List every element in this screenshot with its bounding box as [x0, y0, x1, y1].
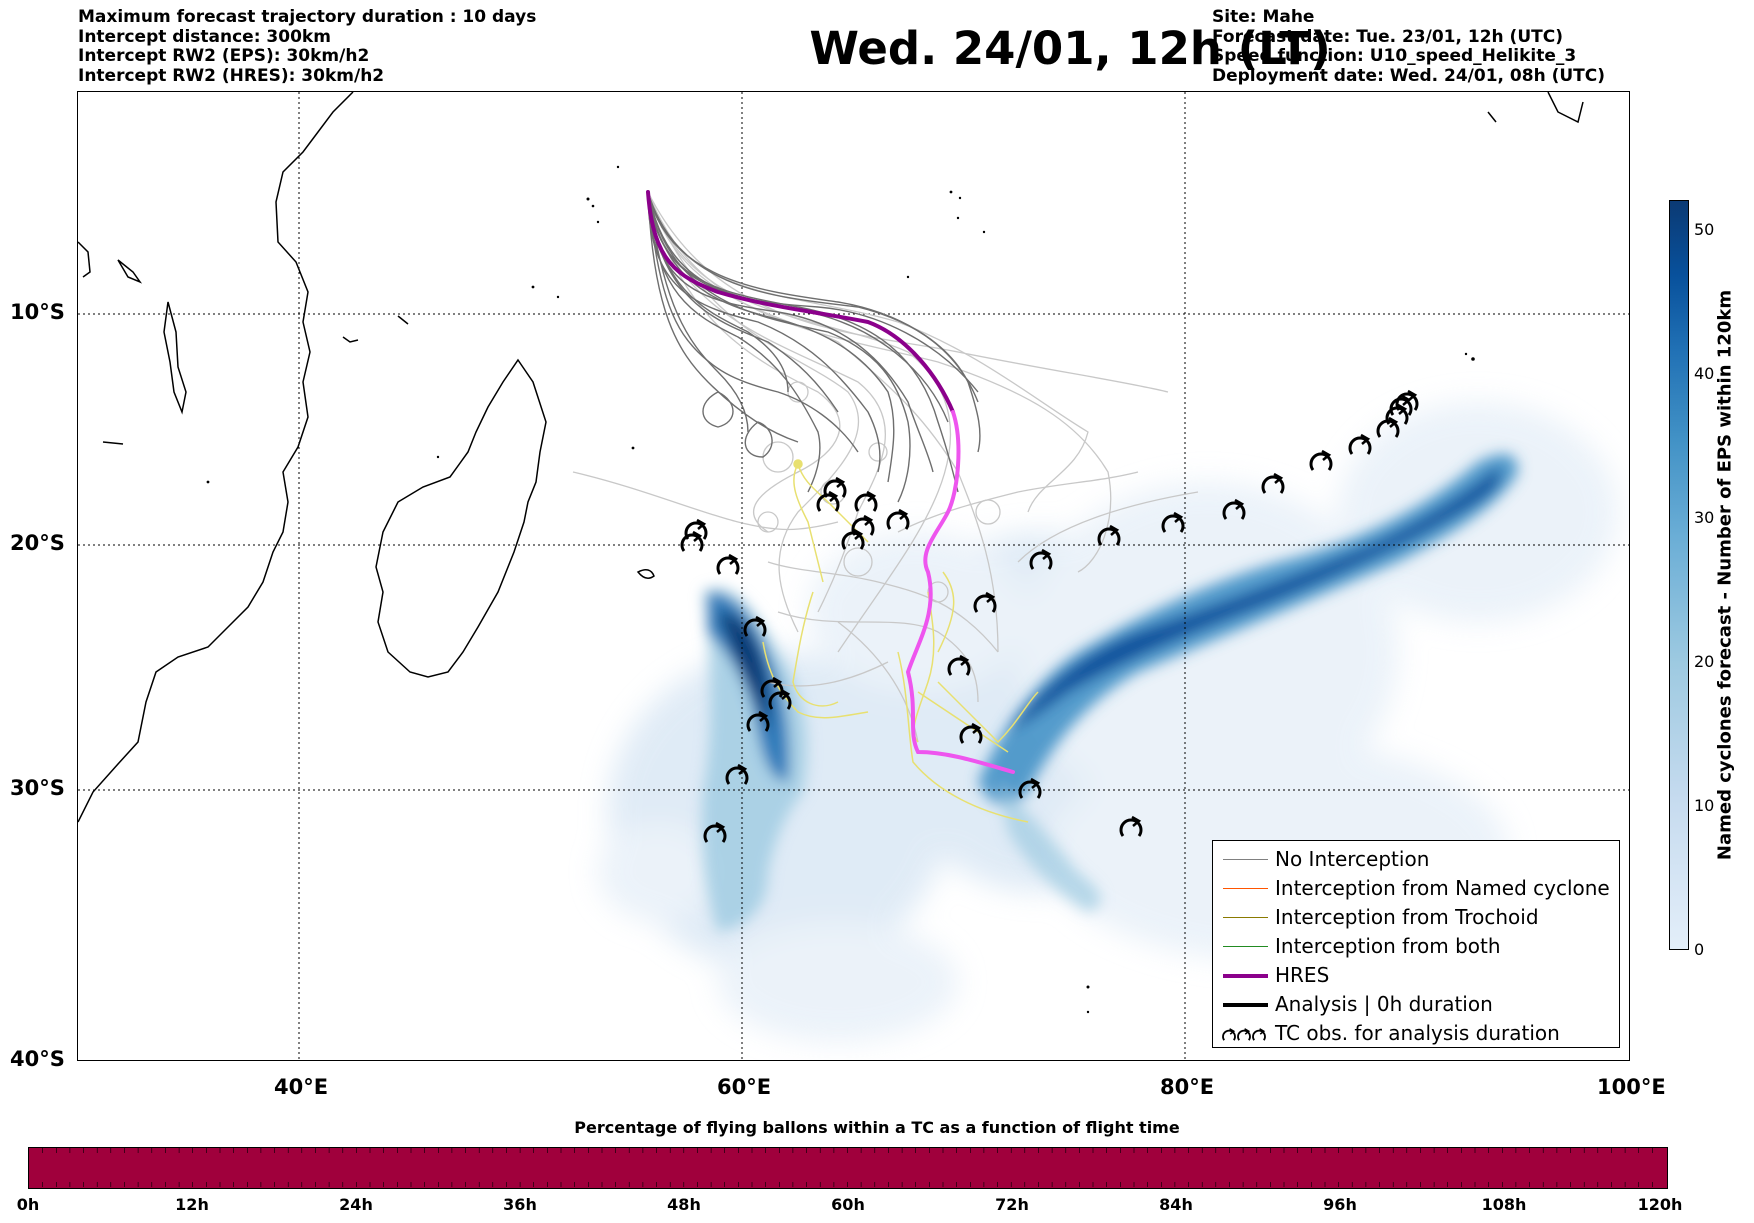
param-intercept-distance: Intercept distance: 300km: [78, 26, 331, 47]
param-deployment-date: Deployment date: Wed. 24/01, 08h (UTC): [1212, 65, 1606, 86]
legend-label: TC obs. for analysis duration: [1275, 1021, 1560, 1045]
hres-trajectory: [646, 190, 1015, 774]
colorbar-tick-20: 20: [1694, 652, 1715, 671]
time-label-12h: 12h: [175, 1195, 209, 1214]
time-label-84h: 84h: [1159, 1195, 1193, 1214]
trajectories-dark: [647, 191, 981, 503]
coastlines: [78, 92, 1584, 823]
param-forecast-date: Forecast date: Tue. 23/01, 12h (UTC): [1212, 26, 1563, 47]
param-intercept-hres: Intercept RW2 (HRES): 30km/h2: [78, 65, 385, 86]
legend-label: HRES: [1275, 963, 1330, 987]
param-duration: Maximum forecast trajectory duration : 1…: [78, 7, 537, 27]
colorbar-tick-0: 0: [1694, 940, 1705, 959]
eps-colorbar: [1669, 200, 1689, 950]
time-label-60h: 60h: [831, 1195, 865, 1214]
lon-label-80e: 80°E: [1160, 1075, 1215, 1099]
time-label-120h: 120h: [1637, 1195, 1683, 1214]
time-label-48h: 48h: [667, 1195, 701, 1214]
tc-obs-icon: [854, 490, 878, 513]
time-label-108h: 108h: [1481, 1195, 1527, 1214]
time-label-72h: 72h: [995, 1195, 1029, 1214]
legend-label: Interception from Trochoid: [1275, 905, 1539, 929]
tc-obs-icon: [1309, 449, 1333, 472]
legend-swatch: [1223, 946, 1268, 947]
graticule: [78, 92, 1629, 1060]
legend-label: No Interception: [1275, 847, 1430, 871]
legend-swatch: [1223, 888, 1268, 889]
colorbar-label: Named cyclones forecast - Number of EPS …: [1714, 289, 1736, 861]
map-title: Wed. 24/01, 12h (LT): [809, 22, 1331, 75]
legend-label: Interception from Named cyclone: [1275, 876, 1610, 900]
legend-label: Analysis | 0h duration: [1275, 992, 1493, 1016]
map-legend: No Interception Interception from Named …: [1212, 840, 1620, 1048]
lat-label-20s: 20°S: [10, 531, 65, 555]
legend-swatch: [1223, 1003, 1268, 1007]
param-site: Site: Mahe: [1212, 7, 1315, 27]
map-canvas: [78, 92, 1629, 1060]
time-bar-title: Percentage of flying ballons within a TC…: [574, 1118, 1180, 1137]
tc-symbols-icon: [1222, 1027, 1266, 1042]
legend-swatch: [1223, 917, 1268, 918]
lat-label-10s: 10°S: [10, 300, 65, 324]
lon-label-60e: 60°E: [717, 1075, 772, 1099]
colorbar-tick-50: 50: [1694, 220, 1715, 239]
colorbar-tick-10: 10: [1694, 796, 1715, 815]
site-parameters: Site: Mahe Forecast date: Tue. 23/01, 12…: [1212, 7, 1606, 86]
legend-swatch: [1223, 859, 1268, 860]
tc-obs-icon: [886, 508, 910, 531]
param-speed-function: Speed function: U10_speed_Helikite_3: [1212, 46, 1577, 66]
time-label-96h: 96h: [1323, 1195, 1357, 1214]
lon-label-100e: 100°E: [1597, 1075, 1666, 1099]
time-label-0h: 0h: [16, 1195, 40, 1214]
colorbar-tick-40: 40: [1694, 364, 1715, 383]
flight-time-bar: [28, 1147, 1668, 1189]
eps-density-field: [598, 402, 1618, 1042]
islands: [206, 165, 1475, 1014]
time-label-36h: 36h: [503, 1195, 537, 1214]
param-intercept-eps: Intercept RW2 (EPS): 30km/h2: [78, 46, 370, 66]
legend-swatch: [1223, 974, 1268, 978]
lon-label-40e: 40°E: [274, 1075, 329, 1099]
tc-obs-icon: [716, 553, 740, 576]
time-bar-ticks: [42, 1148, 1653, 1187]
forecast-parameters: Maximum forecast trajectory duration : 1…: [78, 7, 537, 86]
colorbar-tick-30: 30: [1694, 508, 1715, 527]
lat-label-40s: 40°S: [10, 1047, 65, 1071]
time-label-24h: 24h: [339, 1195, 373, 1214]
legend-label: Interception from both: [1275, 934, 1501, 958]
lat-label-30s: 30°S: [10, 776, 65, 800]
